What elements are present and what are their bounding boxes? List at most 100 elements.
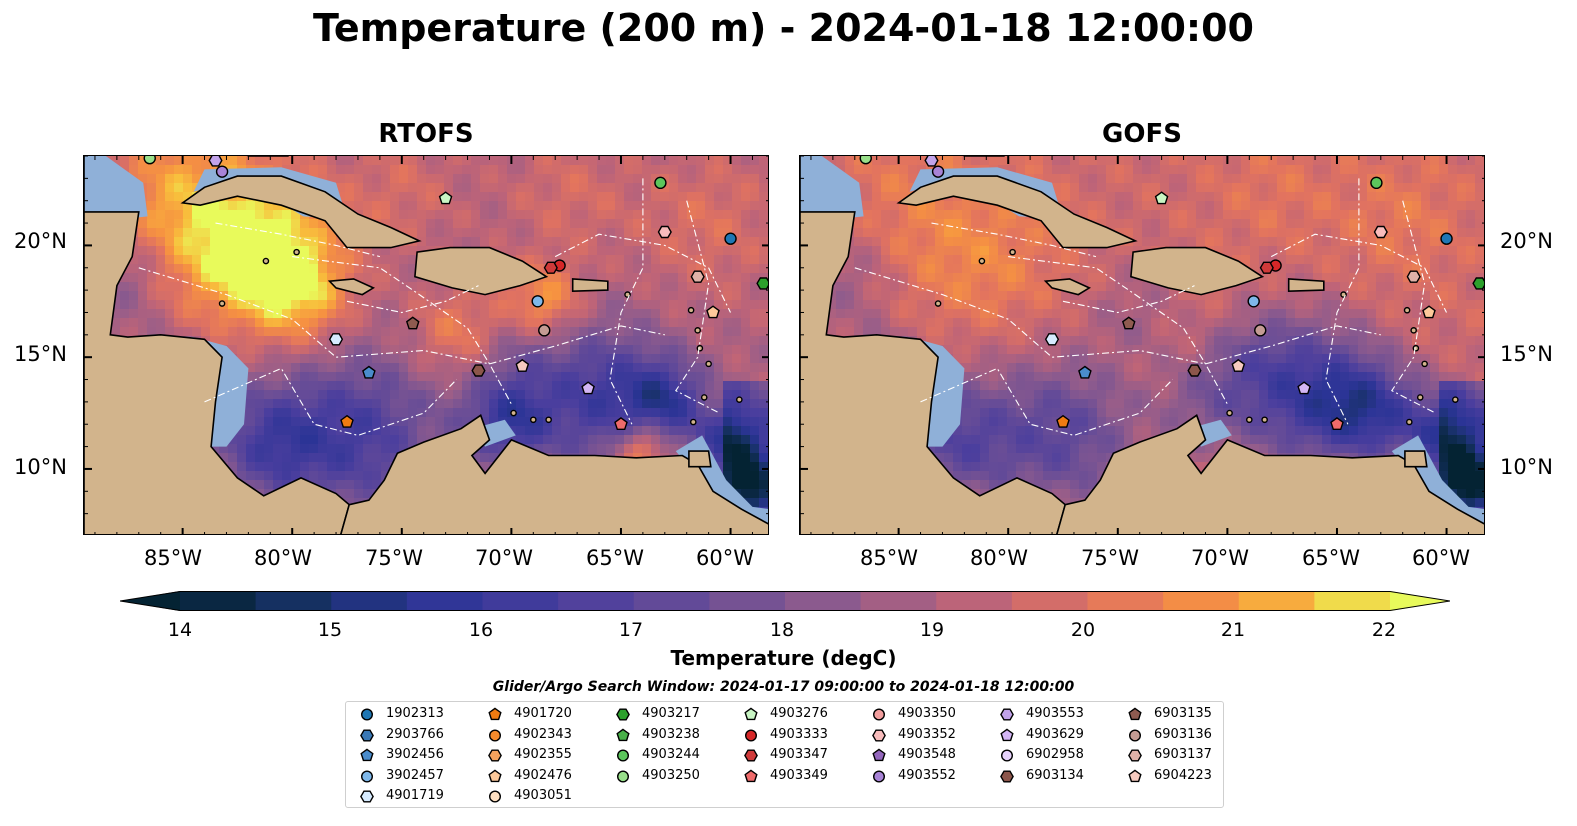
eez-boundary xyxy=(1062,285,1195,314)
island xyxy=(705,360,712,368)
float-marker-6903134[interactable] xyxy=(1187,364,1202,377)
legend-marker-4903250 xyxy=(616,769,630,783)
lon-label-70w-left: 70°W xyxy=(475,546,533,570)
shelf-area xyxy=(127,332,249,447)
float-marker-4903276[interactable] xyxy=(1154,191,1169,205)
float-marker-4903349[interactable] xyxy=(614,417,628,430)
float-marker-4903217[interactable] xyxy=(1472,277,1485,290)
legend-marker-4901719 xyxy=(360,790,374,803)
float-marker-4903352[interactable] xyxy=(657,225,672,239)
island xyxy=(218,300,226,307)
island xyxy=(293,248,300,256)
land-mass xyxy=(414,246,549,296)
legend-label: 4903238 xyxy=(642,726,700,742)
float-marker-6903137[interactable] xyxy=(1406,270,1421,283)
eez-boundary xyxy=(138,267,665,365)
float-marker-4903244[interactable] xyxy=(1370,176,1383,190)
float-marker-4901720[interactable] xyxy=(1056,414,1070,428)
legend-label: 4903553 xyxy=(1026,706,1084,721)
float-marker-3902457[interactable] xyxy=(1247,295,1260,308)
map-panel-gofs[interactable] xyxy=(799,155,1485,535)
float-marker-6903136[interactable] xyxy=(538,324,551,337)
shelf-area xyxy=(800,156,864,224)
colorbar-segment xyxy=(331,591,408,611)
float-marker-4903552[interactable] xyxy=(215,165,229,178)
float-marker-6903134[interactable] xyxy=(471,364,486,377)
island xyxy=(1009,248,1016,256)
colorbar-extend-max xyxy=(1390,591,1450,611)
float-marker-4903553[interactable] xyxy=(208,156,223,167)
island xyxy=(700,394,708,401)
island xyxy=(694,327,701,334)
float-marker-6903135[interactable] xyxy=(405,316,420,330)
search-window-caption: Glider/Argo Search Window: 2024-01-17 09… xyxy=(492,679,1075,695)
legend-label: 4903349 xyxy=(770,767,828,783)
island xyxy=(529,416,537,424)
island xyxy=(1412,344,1420,352)
float-marker-4903250[interactable] xyxy=(143,156,156,165)
lat-label-20n-right: 20°N xyxy=(1500,229,1553,253)
legend-label: 4903276 xyxy=(770,706,828,721)
float-marker-4903244[interactable] xyxy=(654,176,667,190)
legend-label: 4903051 xyxy=(514,788,572,803)
legend-marker-3902457 xyxy=(360,769,374,783)
float-marker-4903217[interactable] xyxy=(756,277,769,290)
lat-label-15n-right: 15°N xyxy=(1500,342,1553,366)
float-marker-6904223[interactable] xyxy=(1231,358,1246,372)
float-marker-4903552[interactable] xyxy=(931,165,945,178)
figure-title: Temperature (200 m) - 2024-01-18 12:00:0… xyxy=(312,6,1254,50)
float-marker-1902313[interactable] xyxy=(1440,232,1453,245)
colorbar-segment xyxy=(255,591,332,611)
legend-label: 4903250 xyxy=(642,767,700,783)
float-marker-4902476[interactable] xyxy=(1422,305,1436,319)
float-marker-4903553[interactable] xyxy=(924,156,939,167)
float-marker-3902456[interactable] xyxy=(1078,365,1092,379)
float-marker-3902456[interactable] xyxy=(362,365,376,379)
lon-label-80w-right: 80°W xyxy=(970,546,1028,570)
colorbar-tick-16: 16 xyxy=(468,619,494,641)
land-mass xyxy=(1056,414,1484,534)
float-marker-4903276[interactable] xyxy=(438,191,453,205)
island xyxy=(1421,360,1428,368)
colorbar-extend-min xyxy=(120,591,180,611)
island xyxy=(1403,306,1411,314)
colorbar-segment xyxy=(633,591,710,611)
colorbar-tick-20: 20 xyxy=(1070,619,1096,641)
float-marker-4903347[interactable] xyxy=(543,261,558,274)
eez-boundary xyxy=(204,367,457,436)
legend-label: 4902476 xyxy=(514,767,572,783)
eez-boundary xyxy=(920,367,1173,436)
float-marker-3902457[interactable] xyxy=(531,295,544,308)
float-marker-4903347[interactable] xyxy=(1259,261,1274,274)
lat-label-20n-left: 20°N xyxy=(14,229,67,253)
legend-marker-6904223 xyxy=(1128,769,1142,782)
legend-label: 4902355 xyxy=(514,747,572,762)
eez-boundary xyxy=(1008,256,1228,405)
float-marker-4903349[interactable] xyxy=(1330,417,1344,430)
float-marker-4902476[interactable] xyxy=(706,305,720,319)
land-mass xyxy=(1043,278,1092,296)
float-legend: 1902313 2903766 3902456 3902457 4901719 49017… xyxy=(345,701,1224,808)
legend-label: 4903217 xyxy=(642,706,700,721)
legend-marker-4903352 xyxy=(872,729,886,742)
float-marker-4903250[interactable] xyxy=(859,156,872,165)
colorbar-segment xyxy=(1314,591,1391,611)
legend-label: 2903766 xyxy=(386,726,444,742)
float-marker-4903352[interactable] xyxy=(1373,225,1388,239)
float-marker-6904223[interactable] xyxy=(515,358,530,372)
float-marker-4901720[interactable] xyxy=(340,414,354,428)
float-marker-4901719[interactable] xyxy=(1044,333,1060,346)
float-marker-6903136[interactable] xyxy=(1254,324,1267,337)
float-marker-4903629[interactable] xyxy=(581,381,595,395)
legend-marker-4903552 xyxy=(872,769,886,783)
float-marker-4903629[interactable] xyxy=(1297,381,1311,395)
island xyxy=(1261,416,1268,424)
float-marker-6903135[interactable] xyxy=(1121,316,1136,330)
island xyxy=(262,257,270,265)
map-panel-rtofs[interactable] xyxy=(83,155,769,535)
float-marker-1902313[interactable] xyxy=(724,232,737,245)
float-marker-4901719[interactable] xyxy=(328,333,344,346)
float-marker-6903137[interactable] xyxy=(690,270,705,283)
temperature-field xyxy=(84,156,769,534)
legend-marker-4903333 xyxy=(744,728,758,742)
